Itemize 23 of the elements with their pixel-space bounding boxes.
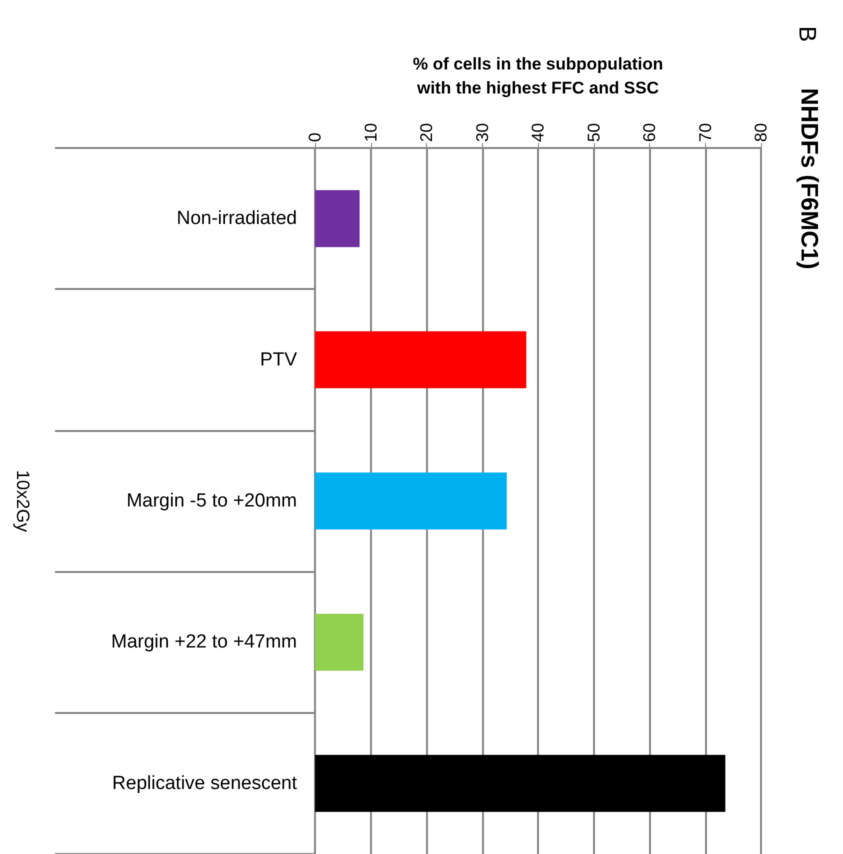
y-tick-label: Non-irradiated [176,208,297,230]
x-tick-label: 80 [752,123,770,142]
x-tick-label: 10 [361,123,380,142]
bar [315,472,507,530]
x-tick-label: 70 [696,123,715,142]
y-tick-label: Margin +22 to +47mm [111,632,297,653]
x-axis-title: % of cells in the subpopulation with the highest FFC and SSC [412,54,664,98]
y-tick-label: Margin -5 to +20mm [126,490,297,512]
x-tick-label: 50 [584,123,604,142]
bar [315,614,364,671]
bar [315,190,360,248]
x-tick-label: 40 [528,123,548,142]
x-tick-label: 0 [306,132,324,142]
x-tick-label: 30 [472,123,492,142]
text: B [794,26,820,42]
bar [315,754,726,812]
x-tick-label: 60 [640,123,659,142]
text: NHDFs (F6MC1) [796,88,822,270]
y-tick-label: Replicative senescent [112,772,298,794]
text: 10x2Gy [13,470,33,532]
y-tick-label: PTV [260,349,298,370]
bar [315,331,526,388]
x-tick-label: 20 [417,123,436,142]
